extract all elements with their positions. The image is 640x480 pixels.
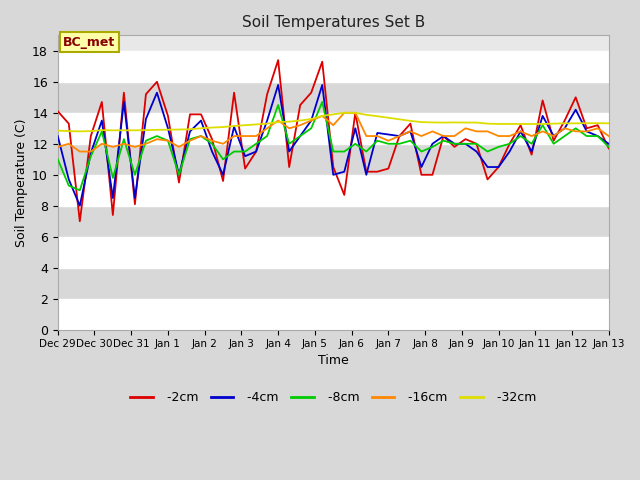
X-axis label: Time: Time <box>318 354 349 367</box>
Bar <box>58 237 609 268</box>
Title: Soil Temperatures Set B: Soil Temperatures Set B <box>242 15 425 30</box>
Bar <box>58 268 609 299</box>
Bar <box>58 299 609 330</box>
Bar <box>58 206 609 237</box>
Bar <box>58 113 609 144</box>
Text: BC_met: BC_met <box>63 36 116 48</box>
Y-axis label: Soil Temperature (C): Soil Temperature (C) <box>15 118 28 247</box>
Bar <box>58 82 609 113</box>
Bar <box>58 144 609 175</box>
Bar <box>58 51 609 82</box>
Bar <box>58 175 609 206</box>
Legend:  -2cm,  -4cm,  -8cm,  -16cm,  -32cm: -2cm, -4cm, -8cm, -16cm, -32cm <box>125 386 541 409</box>
